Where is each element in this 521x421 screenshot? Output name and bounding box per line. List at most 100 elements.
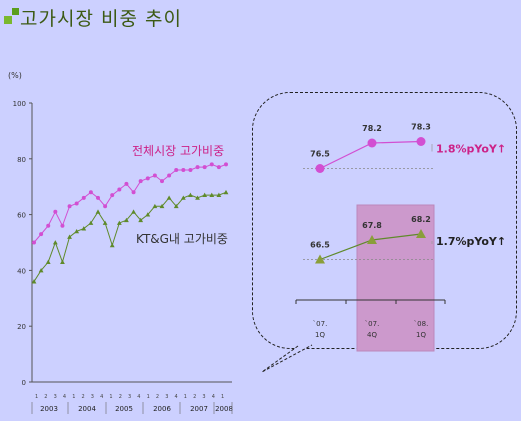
x-tick-label: 1	[72, 394, 75, 400]
data-point	[102, 220, 108, 225]
data-point	[32, 240, 36, 245]
yoy-annotation: 1.7%pYoY↑	[436, 235, 506, 248]
data-point	[74, 201, 79, 206]
x-tick-label: 3	[54, 394, 57, 400]
data-point	[131, 209, 136, 214]
data-point	[188, 192, 193, 197]
data-point	[45, 259, 51, 264]
data-point	[88, 190, 93, 195]
year-label: 2004	[78, 405, 96, 413]
x-tick-label: 3	[128, 394, 131, 400]
data-point	[124, 217, 129, 223]
year-label: 2008	[215, 405, 233, 413]
data-point	[67, 234, 72, 239]
x-tick-label: 2	[82, 394, 85, 400]
title-block: 고가시장 비중 추이	[0, 0, 260, 60]
x-tick-label: 4	[175, 394, 178, 400]
data-point	[81, 226, 87, 231]
detail-data-point	[416, 137, 426, 146]
detail-category-label: `07. 1Q	[313, 320, 328, 339]
detail-data-label: 78.3	[411, 123, 431, 132]
detail-data-point	[315, 164, 325, 173]
series-line	[33, 163, 227, 243]
y-tick-label: 0	[22, 379, 26, 387]
data-point	[52, 240, 58, 245]
data-point	[152, 173, 157, 178]
data-point	[53, 209, 58, 214]
data-point	[138, 217, 144, 223]
detail-data-point	[315, 254, 325, 264]
y-tick-label: 60	[17, 212, 26, 220]
y-tick-label: 80	[17, 156, 26, 164]
data-point	[159, 203, 165, 209]
data-point	[180, 195, 186, 200]
x-tick-label: 3	[202, 394, 205, 400]
x-tick-label: 1	[109, 394, 112, 400]
data-point	[124, 181, 129, 186]
data-point	[103, 204, 108, 209]
series-label-ktg: KT&G내 고가비중	[136, 232, 228, 246]
x-tick-label: 2	[119, 394, 122, 400]
data-point	[46, 223, 51, 228]
page-title: 고가시장 비중 추이	[20, 8, 182, 30]
data-point	[202, 192, 208, 197]
data-point	[39, 232, 44, 237]
detail-data-label: 68.2	[411, 215, 431, 224]
detail-data-label: 66.5	[310, 241, 330, 250]
data-point	[188, 167, 193, 172]
data-point	[152, 203, 158, 209]
data-point	[145, 176, 150, 181]
title-bullet-square-small	[12, 8, 19, 15]
data-point	[216, 192, 222, 197]
x-tick-label: 2	[156, 394, 159, 400]
title-bullet-square-large	[4, 16, 12, 24]
data-point	[31, 279, 37, 284]
x-tick-label: 1	[147, 394, 150, 400]
yoy-annotation: 1.8%pYoY↑	[436, 143, 506, 156]
year-label: 2006	[153, 405, 171, 413]
detail-data-label: 76.5	[310, 150, 330, 159]
x-tick-label: 4	[63, 394, 66, 400]
detail-category-label-line: `07.	[313, 320, 328, 328]
detail-data-point	[416, 229, 426, 238]
x-tick-label: 4	[137, 394, 140, 400]
y-axis-label: (%)	[8, 71, 22, 80]
data-point	[88, 220, 94, 225]
data-point	[166, 195, 172, 200]
data-point	[209, 162, 214, 167]
data-point	[74, 228, 80, 234]
data-point	[202, 165, 207, 170]
data-point	[96, 195, 100, 200]
data-point	[195, 165, 200, 170]
year-label: 2003	[40, 405, 58, 413]
x-tick-label: 1	[184, 394, 187, 400]
detail-category-label-line: 1Q	[416, 331, 426, 339]
data-point	[109, 242, 115, 248]
data-point	[224, 162, 228, 167]
year-label: 2007	[190, 405, 208, 413]
data-point	[95, 209, 101, 214]
detail-category-label-line: 4Q	[367, 331, 377, 339]
data-point	[145, 212, 151, 217]
data-point	[38, 268, 44, 273]
detail-category-label-line: `08.	[414, 320, 429, 328]
detail-data-point	[367, 138, 377, 148]
detail-data-point	[367, 235, 377, 244]
data-point	[60, 259, 65, 264]
x-tick-label: 3	[91, 394, 94, 400]
x-tick-label: 2	[193, 394, 196, 400]
data-point	[116, 220, 122, 225]
data-point	[60, 223, 65, 228]
detail-data-label: 67.8	[362, 221, 382, 230]
x-tick-label: 4	[212, 394, 215, 400]
data-point	[216, 165, 221, 170]
detail-category-label-line: 1Q	[315, 331, 325, 339]
detail-data-label: 78.2	[362, 124, 382, 133]
data-point	[181, 167, 186, 172]
series-label-total-market: 전체시장 고가비중	[132, 144, 224, 158]
detail-category-label: `07. 4Q	[365, 320, 380, 339]
data-point	[81, 195, 86, 200]
data-point	[117, 187, 122, 192]
